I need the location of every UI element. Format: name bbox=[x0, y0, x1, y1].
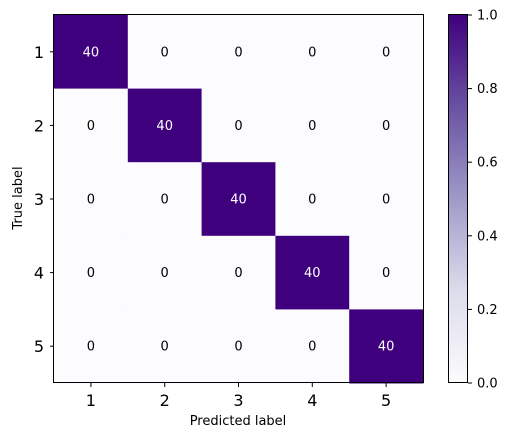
cell-value-label: 0 bbox=[161, 193, 169, 208]
colorbar-tick-label: 0.8 bbox=[477, 82, 498, 97]
heatmap-cell bbox=[349, 162, 424, 237]
cell-value-label: 40 bbox=[230, 193, 247, 208]
heatmap-cell bbox=[275, 309, 350, 384]
heatmap-cell bbox=[54, 309, 129, 384]
y-tick-label: 5 bbox=[34, 337, 44, 356]
colorbar-tick-label: 1.0 bbox=[477, 9, 498, 24]
cell-value-label: 40 bbox=[304, 266, 321, 281]
x-tick-label: 2 bbox=[160, 391, 170, 410]
heatmap-cell bbox=[54, 162, 129, 237]
heatmap-cell bbox=[275, 162, 350, 237]
x-axis-label: Predicted label bbox=[190, 414, 287, 429]
colorbar-ticks: 0.0 0.2 0.4 0.6 0.8 1.0 bbox=[468, 9, 498, 392]
heatmap-cell bbox=[275, 235, 350, 310]
axes: 1 2 3 4 5 1 2 3 4 5 bbox=[34, 43, 391, 410]
cell-value-label: 0 bbox=[161, 266, 169, 281]
heatmap-cell bbox=[275, 15, 350, 90]
heatmap-cell bbox=[54, 15, 129, 90]
x-tick-label: 5 bbox=[381, 391, 391, 410]
cell-value-label: 0 bbox=[382, 193, 390, 208]
heatmap-cell bbox=[201, 162, 276, 237]
heatmap-cell bbox=[275, 88, 350, 163]
cell-value-label: 0 bbox=[308, 119, 316, 134]
heatmap-cell bbox=[127, 88, 203, 163]
cell-value-label: 0 bbox=[308, 45, 316, 60]
x-tick-label: 4 bbox=[307, 391, 317, 410]
heatmap-cell-labels: 40 0 0 0 0 0 40 0 0 0 0 0 40 0 0 0 0 0 40 0 0 0 0 0 40 bbox=[83, 45, 395, 354]
cell-value-label: 0 bbox=[161, 340, 169, 355]
cell-value-label: 0 bbox=[234, 45, 242, 60]
cell-value-label: 40 bbox=[83, 45, 100, 60]
cell-value-label: 0 bbox=[234, 340, 242, 355]
heatmap-cell bbox=[127, 309, 203, 384]
cell-value-label: 0 bbox=[87, 340, 95, 355]
x-tick-label: 1 bbox=[86, 391, 96, 410]
heatmap-cell bbox=[349, 15, 424, 90]
cell-value-label: 0 bbox=[382, 45, 390, 60]
heatmap-cell bbox=[201, 15, 276, 90]
colorbar-tick-label: 0.6 bbox=[477, 156, 498, 171]
heatmap-cells bbox=[54, 15, 424, 384]
heatmap-cell bbox=[201, 235, 276, 310]
heatmap-cell bbox=[349, 88, 424, 163]
heatmap-cell bbox=[349, 235, 424, 310]
heatmap-cell bbox=[201, 88, 276, 163]
cell-value-label: 0 bbox=[87, 193, 95, 208]
y-axis-label: True label bbox=[11, 166, 26, 230]
heatmap-cell bbox=[127, 15, 203, 90]
cell-value-label: 0 bbox=[382, 119, 390, 134]
cell-value-label: 0 bbox=[87, 266, 95, 281]
y-tick-label: 3 bbox=[34, 190, 44, 209]
cell-value-label: 40 bbox=[156, 119, 173, 134]
y-tick-label: 2 bbox=[34, 116, 44, 135]
heatmap-cell bbox=[127, 162, 203, 237]
cell-value-label: 0 bbox=[234, 266, 242, 281]
y-tick-label: 1 bbox=[34, 43, 44, 62]
cell-value-label: 40 bbox=[378, 340, 395, 355]
heatmap-cell bbox=[54, 235, 129, 310]
colorbar-tick-label: 0.2 bbox=[477, 303, 498, 318]
cell-value-label: 0 bbox=[161, 45, 169, 60]
colorbar-tick-label: 0.0 bbox=[477, 377, 498, 392]
cell-value-label: 0 bbox=[308, 193, 316, 208]
cell-value-label: 0 bbox=[234, 119, 242, 134]
cell-value-label: 0 bbox=[308, 340, 316, 355]
heatmap-cell bbox=[349, 309, 424, 384]
heatmap-cell bbox=[201, 309, 276, 384]
colorbar-tick-label: 0.4 bbox=[477, 229, 498, 244]
cell-value-label: 0 bbox=[382, 266, 390, 281]
x-tick-label: 3 bbox=[233, 391, 243, 410]
heatmap-cell bbox=[54, 88, 129, 163]
colorbar bbox=[448, 14, 468, 383]
cell-value-label: 0 bbox=[87, 119, 95, 134]
y-tick-label: 4 bbox=[34, 264, 44, 283]
heatmap-cell bbox=[127, 235, 203, 310]
